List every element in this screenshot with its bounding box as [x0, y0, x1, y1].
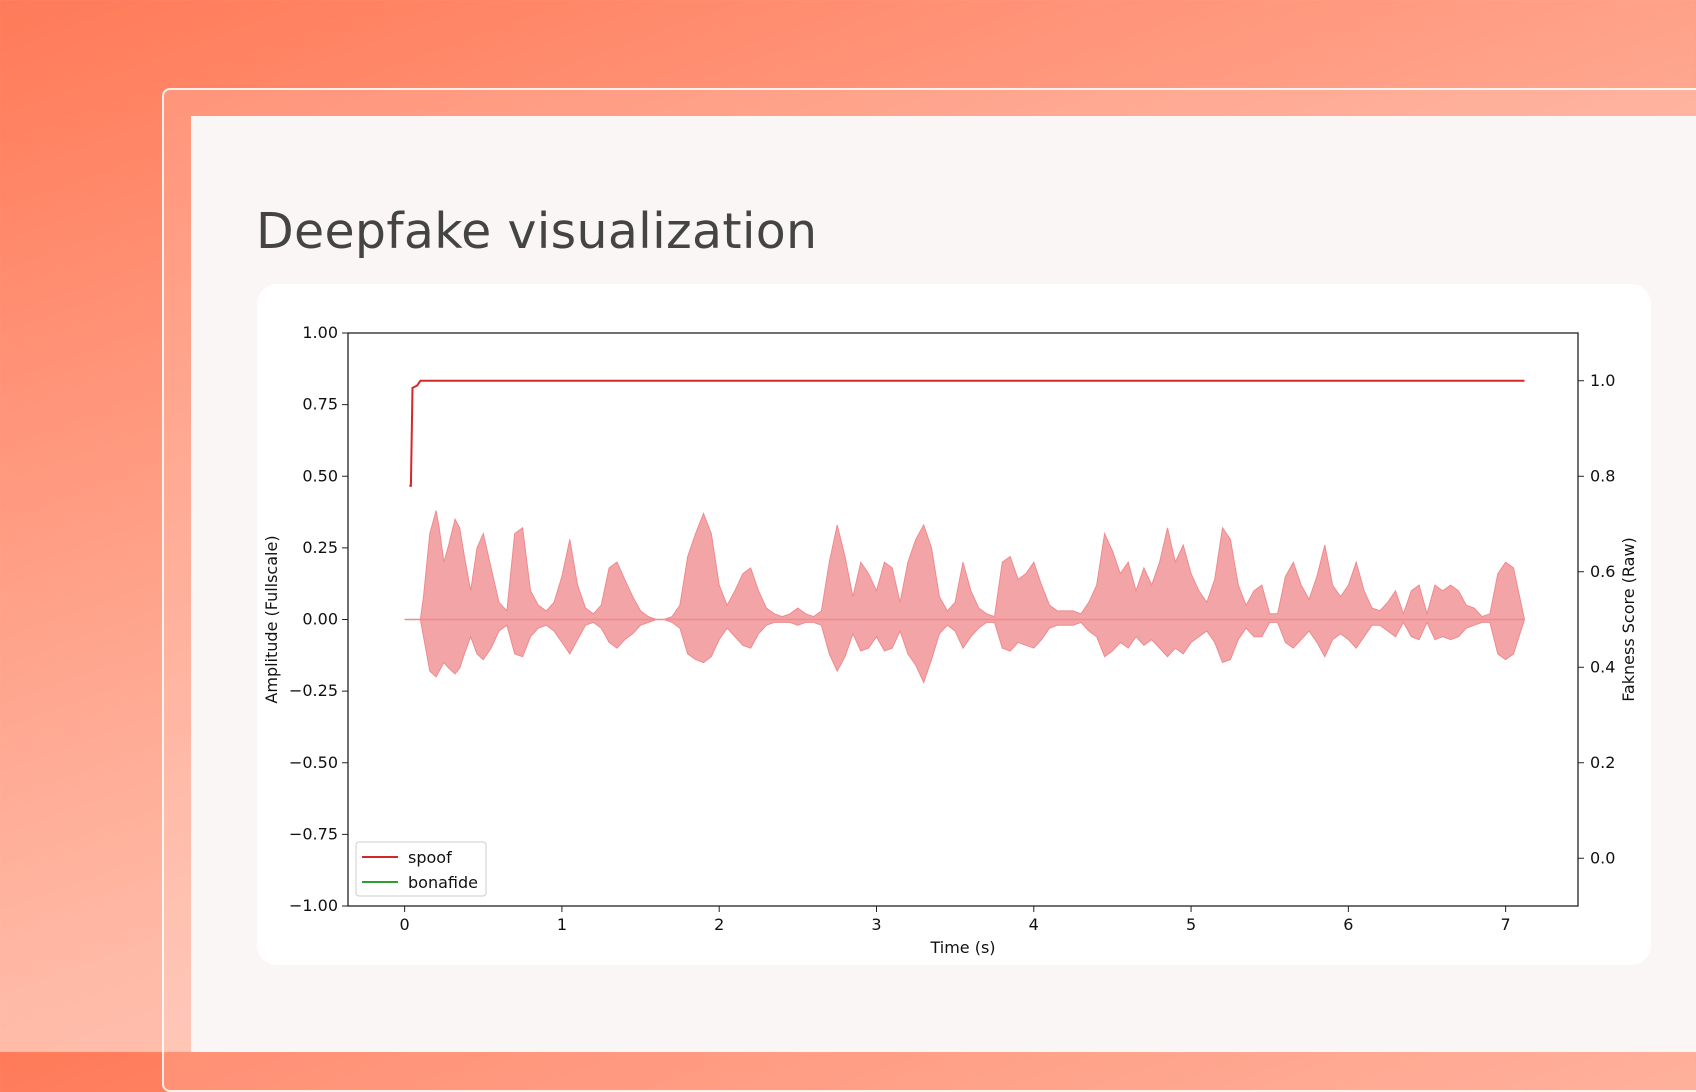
y-left-tick-label: −0.25 — [289, 681, 338, 700]
y-left-tick-label: −0.75 — [289, 824, 338, 843]
y-right-tick-label: 0.6 — [1590, 562, 1615, 581]
x-tick-label: 3 — [871, 915, 881, 934]
y-left-tick-label: 1.00 — [302, 323, 338, 342]
spoof-line — [409, 379, 1525, 487]
y-left-tick-label: −0.50 — [289, 753, 338, 772]
x-tick-label: 1 — [557, 915, 567, 934]
x-tick-label: 2 — [714, 915, 724, 934]
page-title: Deepfake visualization — [256, 203, 818, 260]
x-tick-label: 5 — [1186, 915, 1196, 934]
y-left-tick-label: 0.00 — [302, 610, 338, 629]
y-right-axis-label: Fakness Score (Raw) — [1619, 537, 1638, 702]
x-tick-label: 4 — [1029, 915, 1039, 934]
y-left-tick-label: −1.00 — [289, 896, 338, 915]
y-right-tick-label: 0.2 — [1590, 753, 1615, 772]
y-right-tick-label: 1.0 — [1590, 371, 1615, 390]
y-right-tick-label: 0.8 — [1590, 466, 1615, 485]
y-left-tick-label: 0.25 — [302, 538, 338, 557]
deepfake-chart: 0 1 2 3 4 5 6 7 1.00 0.75 0.50 0.25 0.00 −0.25 −0.50 −0… — [262, 323, 1638, 957]
chart-card: 0 1 2 3 4 5 6 7 1.00 0.75 0.50 0.25 0.00 −0.25 −0.50 −0… — [257, 284, 1651, 965]
y-right-tick-label: 0.4 — [1590, 657, 1615, 676]
x-tick-label: 0 — [400, 915, 410, 934]
legend-label-bonafide: bonafide — [408, 873, 478, 892]
legend-label-spoof: spoof — [408, 848, 452, 867]
y-left-tick-label: 0.75 — [302, 395, 338, 414]
y-left-axis-label: Amplitude (Fullscale) — [262, 535, 281, 703]
waveform-area — [404, 510, 1526, 684]
y-right-tick-label: 0.0 — [1590, 848, 1615, 867]
x-axis-label: Time (s) — [929, 938, 995, 957]
y-left-tick-label: 0.50 — [302, 466, 338, 485]
x-tick-label: 7 — [1501, 915, 1511, 934]
x-tick-label: 6 — [1343, 915, 1353, 934]
